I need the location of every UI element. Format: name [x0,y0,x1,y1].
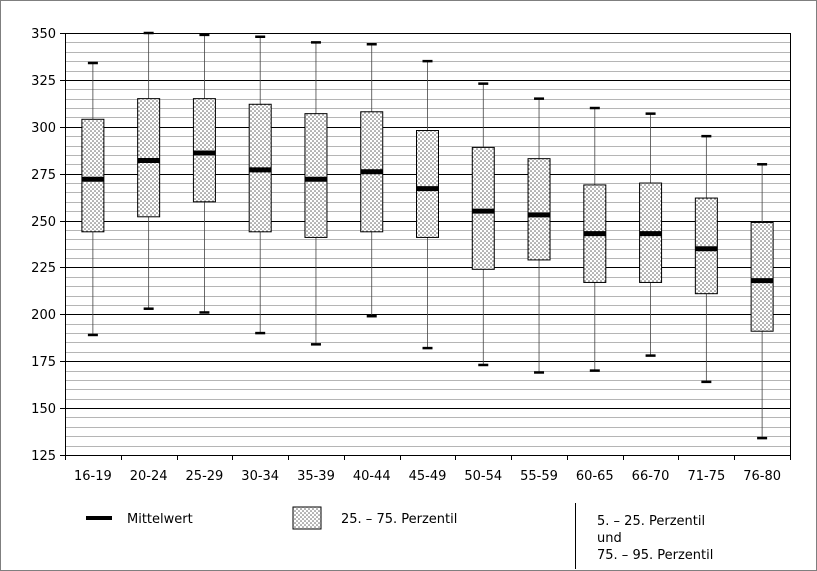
box-iqr [304,113,328,238]
box-iqr [750,221,774,332]
x-tick-label: 71-75 [687,469,725,484]
legend: Mittelwert 25. – 75. Perzentil 5. – 25. … [86,503,713,569]
legend-mean-label: Mittelwert [127,512,193,527]
box-group [81,61,105,337]
legend-whisker-label-1: 5. – 25. Perzentil [597,514,705,529]
x-tick-label: 45-49 [409,469,447,484]
x-tick-label: 55-59 [520,469,558,484]
box-iqr [81,118,105,233]
box-group [694,134,718,384]
axes: 125 150 175 200 225 250 275 300 325 350 16-19 20-24… [31,27,791,484]
box-group [137,31,161,310]
y-tick-label: 250 [31,215,56,230]
box-group [304,41,328,346]
box-iqr [416,130,439,238]
data-series [81,31,774,440]
box-group [248,35,272,335]
x-tick-label: 25-29 [186,469,224,484]
x-tick-label: 66-70 [632,469,670,484]
y-tick-label: 200 [31,308,56,323]
box-group [360,43,384,318]
x-tick-label: 40-44 [353,469,391,484]
box-group [416,59,439,350]
box-iqr [192,98,216,203]
y-tick-label: 350 [31,27,56,42]
legend-box-swatch [292,506,322,530]
legend-whisker-label-3: 75. – 95. Perzentil [597,548,713,563]
box-group [639,112,663,357]
x-tick-label: 76-80 [743,469,781,484]
x-tick-label: 16-19 [74,469,112,484]
x-tick-label: 35-39 [297,469,335,484]
y-tick-label: 150 [31,402,56,417]
y-tick-label: 300 [31,121,56,136]
legend-box-label: 25. – 75. Perzentil [341,512,457,527]
box-group [527,97,551,374]
y-tick-label: 175 [31,355,56,370]
y-tick-label: 325 [31,74,56,89]
x-tick-label: 50-54 [464,469,502,484]
box-group [192,33,216,314]
y-tick-label: 125 [31,449,56,464]
box-group [583,106,607,372]
box-group [750,163,774,440]
x-tick-label: 20-24 [130,469,168,484]
box-iqr [471,146,495,270]
x-tick-label: 60-65 [576,469,614,484]
box-group [471,82,495,367]
legend-whisker-label-2: und [597,531,622,546]
box-iqr [527,158,551,261]
y-tick-label: 275 [31,168,56,183]
box-iqr [694,197,718,295]
box-iqr [137,98,161,218]
x-tick-label: 30-34 [241,469,279,484]
y-tick-label: 225 [31,261,56,276]
